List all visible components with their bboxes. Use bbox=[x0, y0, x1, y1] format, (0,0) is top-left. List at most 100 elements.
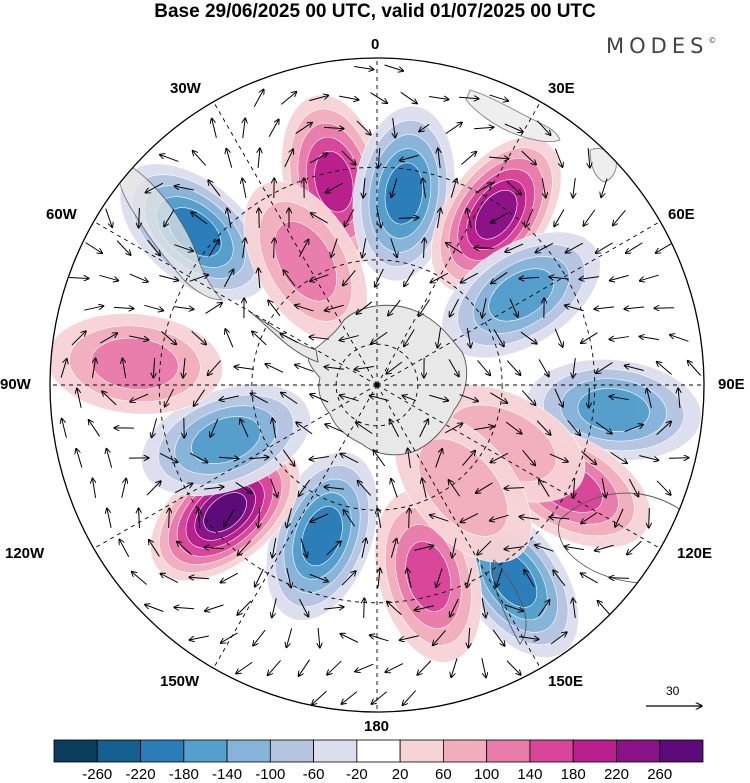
wind-arrow bbox=[362, 238, 367, 258]
wind-arrow bbox=[536, 120, 551, 136]
lon-label-60e: 60E bbox=[668, 206, 695, 223]
wind-arrow bbox=[460, 272, 479, 283]
wind-arrow bbox=[295, 122, 313, 134]
wind-arrow bbox=[343, 510, 356, 527]
wind-arrow bbox=[369, 635, 389, 642]
wind-arrow bbox=[504, 488, 525, 489]
wind-arrow bbox=[535, 545, 554, 552]
lon-label-30e: 30E bbox=[548, 80, 575, 97]
wind-arrow bbox=[564, 546, 584, 549]
contour-band bbox=[405, 541, 452, 612]
antarctica-landmass bbox=[308, 304, 468, 456]
wind-arrow bbox=[236, 661, 253, 674]
contour-band bbox=[384, 162, 424, 225]
wind-arrow bbox=[419, 419, 429, 438]
wind-arrow bbox=[435, 449, 443, 468]
wind-arrow bbox=[84, 306, 104, 311]
wind-arrow bbox=[521, 390, 535, 406]
wind-arrow bbox=[131, 572, 147, 585]
wind-arrow bbox=[85, 242, 103, 254]
wind-arrow bbox=[341, 571, 356, 586]
wind-arrow bbox=[324, 367, 344, 370]
wind-arrow bbox=[554, 148, 562, 168]
wind-arrow bbox=[596, 362, 613, 374]
wind-arrow bbox=[390, 238, 397, 258]
wind-arrow bbox=[489, 514, 509, 521]
colorbar-swatch bbox=[659, 739, 704, 763]
wind-arrow bbox=[160, 155, 179, 162]
wind-arrow bbox=[309, 457, 329, 460]
wind-arrow bbox=[355, 663, 374, 672]
wind-arrow bbox=[258, 268, 260, 289]
wind-arrow bbox=[564, 305, 584, 312]
anomaly-cell bbox=[352, 105, 456, 282]
wind-arrow bbox=[220, 572, 239, 583]
wind-arrow bbox=[624, 365, 644, 372]
wind-arrow bbox=[357, 481, 372, 496]
wind-arrow bbox=[609, 274, 629, 280]
wind-arrow bbox=[490, 392, 507, 403]
meridian-line bbox=[376, 221, 661, 386]
wind-arrow bbox=[639, 274, 659, 281]
wind-arrow bbox=[573, 477, 574, 498]
wind-arrow bbox=[565, 242, 584, 253]
wind-arrow bbox=[312, 690, 327, 705]
wind-arrow bbox=[204, 547, 225, 548]
wind-arrow bbox=[409, 508, 410, 529]
wind-arrow bbox=[573, 598, 576, 618]
wind-arrow bbox=[467, 328, 470, 348]
wind-arrow bbox=[283, 270, 296, 287]
wind-arrow bbox=[519, 637, 539, 640]
wind-arrow bbox=[253, 629, 266, 646]
wind-arrow bbox=[581, 511, 598, 523]
wind-arrow bbox=[407, 568, 412, 588]
modes-logo: MODES© bbox=[606, 34, 716, 58]
wind-arrow bbox=[429, 394, 448, 400]
wind-arrow bbox=[281, 392, 298, 405]
wind-arrow bbox=[594, 307, 614, 309]
colorbar-tick: 100 bbox=[474, 766, 500, 783]
wind-arrow bbox=[165, 388, 174, 407]
wind-arrow bbox=[145, 605, 164, 612]
wind-arrow bbox=[62, 418, 67, 438]
lon-label-90w: 90W bbox=[0, 376, 31, 393]
colorbar-tick: -260 bbox=[82, 766, 113, 783]
wind-arrow bbox=[68, 278, 89, 279]
wind-arrow bbox=[280, 333, 299, 344]
wind-arrow bbox=[649, 507, 650, 528]
wind-arrow bbox=[521, 150, 537, 165]
wind-arrow bbox=[414, 546, 433, 551]
wind-arrow bbox=[189, 452, 208, 462]
wind-arrow bbox=[459, 394, 479, 402]
wind-arrow bbox=[174, 244, 194, 252]
wind-arrow bbox=[588, 147, 590, 168]
wind-arrow bbox=[481, 598, 486, 618]
colorbar-tick: 20 bbox=[391, 766, 409, 783]
wind-arrow bbox=[419, 123, 430, 131]
wind-arrow bbox=[554, 209, 565, 226]
colorbar-swatch bbox=[96, 739, 141, 763]
wind-arrow bbox=[310, 213, 328, 224]
wind-arrow bbox=[509, 298, 518, 317]
map-title: Base 29/06/2025 00 UTC, valid 01/07/2025… bbox=[154, 1, 596, 22]
wind-arrow bbox=[433, 630, 446, 645]
wind-arrow bbox=[525, 208, 534, 227]
wind-arrow bbox=[567, 420, 581, 435]
wind-arrow bbox=[325, 182, 343, 193]
wind-arrow bbox=[506, 660, 521, 675]
wind-arrow bbox=[452, 538, 457, 558]
wind-arrow bbox=[339, 395, 359, 402]
wind-arrow bbox=[99, 274, 118, 280]
wind-arrow bbox=[609, 578, 630, 579]
wind-arrow bbox=[613, 209, 626, 225]
wind-arrow bbox=[326, 541, 341, 556]
south-america-tip bbox=[117, 159, 224, 301]
wind-arrow bbox=[361, 538, 366, 558]
wind-arrow bbox=[492, 629, 505, 646]
wind-arrow bbox=[467, 208, 472, 228]
wind-arrow bbox=[253, 89, 264, 108]
wind-arrow bbox=[506, 180, 522, 195]
wind-arrow bbox=[393, 118, 396, 138]
wind-arrow bbox=[113, 307, 134, 308]
wind-arrow bbox=[343, 269, 356, 285]
